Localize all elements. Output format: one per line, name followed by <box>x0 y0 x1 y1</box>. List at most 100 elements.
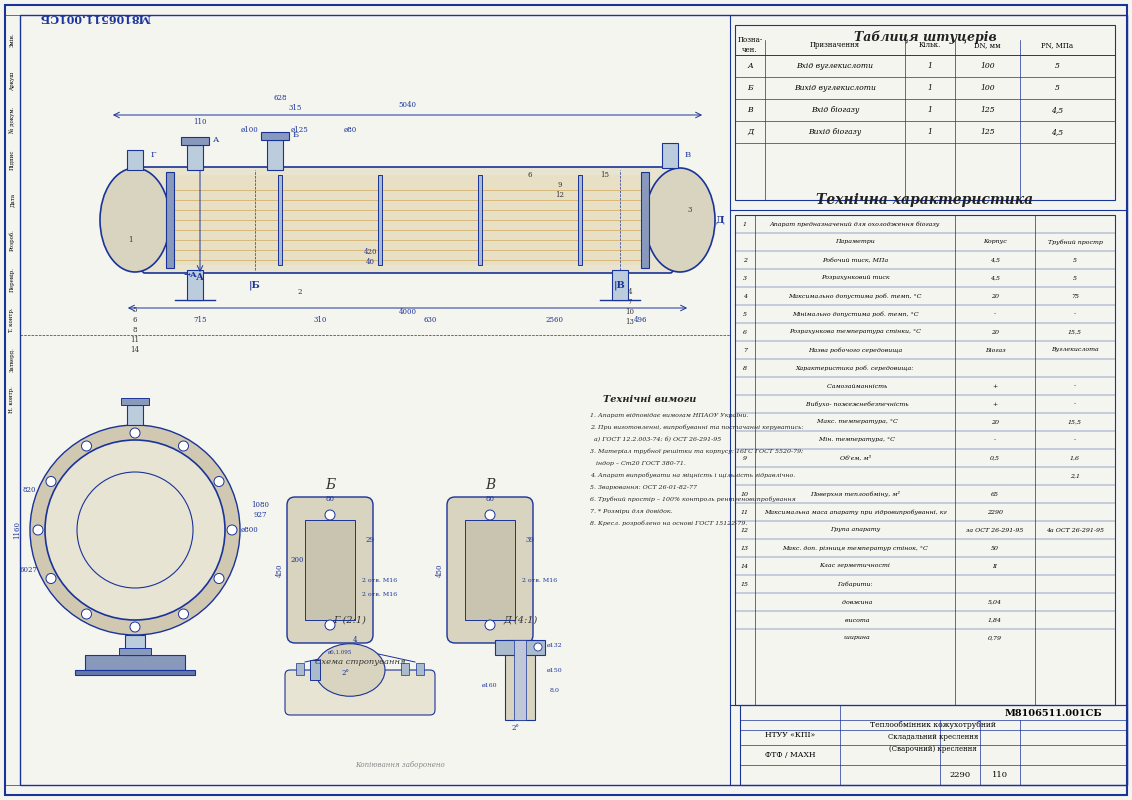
Text: 80: 80 <box>486 495 495 503</box>
Circle shape <box>534 643 542 651</box>
Text: 110: 110 <box>992 771 1007 779</box>
Text: висота: висота <box>841 618 869 622</box>
Bar <box>187 270 203 300</box>
Text: Позна-
чен.: Позна- чен. <box>737 36 763 54</box>
Text: Таблиця штуцерів: Таблиця штуцерів <box>854 30 996 44</box>
Text: 628: 628 <box>273 94 286 102</box>
Circle shape <box>214 574 224 583</box>
Text: ø132: ø132 <box>547 642 563 647</box>
Text: 50: 50 <box>990 546 1000 550</box>
Text: 3: 3 <box>688 206 692 214</box>
Text: 5: 5 <box>1055 62 1060 70</box>
Text: Максимальна маса апарату при гідровипробуванні, кг: Максимальна маса апарату при гідровипроб… <box>764 510 946 514</box>
Text: 80: 80 <box>326 495 334 503</box>
Text: Робочий тиск, МПа: Робочий тиск, МПа <box>822 258 889 262</box>
Bar <box>166 172 174 268</box>
Circle shape <box>33 525 43 535</box>
Text: 4. Апарат випробувати на міцність і щільність гідравлічно.: 4. Апарат випробувати на міцність і щіль… <box>590 472 796 478</box>
Text: 125: 125 <box>980 128 995 136</box>
Text: 1: 1 <box>128 236 132 244</box>
Text: 820: 820 <box>23 486 36 494</box>
Text: 15: 15 <box>741 582 749 586</box>
Text: 2: 2 <box>298 288 302 296</box>
Text: ø800: ø800 <box>241 526 259 534</box>
Text: 496: 496 <box>633 316 646 324</box>
Bar <box>465 520 515 620</box>
Text: 1080: 1080 <box>251 501 269 509</box>
Text: Д: Д <box>747 128 753 136</box>
Text: 20: 20 <box>990 419 1000 425</box>
Text: -: - <box>1074 383 1077 389</box>
Text: 7: 7 <box>743 347 747 353</box>
FancyBboxPatch shape <box>142 167 674 273</box>
Text: індор – Ст20 ГОСТ 380-71.: індор – Ст20 ГОСТ 380-71. <box>590 461 686 466</box>
Text: 14: 14 <box>130 346 139 354</box>
Text: Параметри: Параметри <box>835 239 875 245</box>
Circle shape <box>484 620 495 630</box>
Bar <box>740 705 1127 785</box>
Bar <box>735 215 1115 705</box>
Circle shape <box>31 425 240 635</box>
Text: Розрахунковий тиск: Розрахунковий тиск <box>821 275 890 281</box>
Bar <box>267 140 283 170</box>
Text: 12: 12 <box>741 527 749 533</box>
Text: 125: 125 <box>980 106 995 114</box>
Circle shape <box>46 477 55 486</box>
Text: Вихід вуглекислоти: Вихід вуглекислоти <box>794 84 876 92</box>
Text: ø0,1.095: ø0,1.095 <box>328 650 352 654</box>
Text: Технічні вимоги: Технічні вимоги <box>603 395 696 405</box>
Text: -: - <box>1074 402 1077 406</box>
Text: В: В <box>747 106 753 114</box>
Text: 1: 1 <box>927 62 933 70</box>
Text: 13: 13 <box>741 546 749 550</box>
Text: 2°: 2° <box>511 724 518 732</box>
Text: Самозайманність: Самозайманність <box>823 383 887 389</box>
Text: Б: Б <box>747 84 753 92</box>
Text: 450: 450 <box>436 563 444 577</box>
Circle shape <box>179 609 189 619</box>
Text: 200: 200 <box>290 556 303 564</box>
Text: Затверд.: Затверд. <box>9 347 15 373</box>
Text: +: + <box>993 383 997 389</box>
Text: 4,5: 4,5 <box>990 258 1000 262</box>
Text: 13: 13 <box>626 318 634 326</box>
Circle shape <box>130 622 140 632</box>
Text: 0,5: 0,5 <box>990 455 1000 461</box>
Text: 100: 100 <box>980 84 995 92</box>
Bar <box>612 270 628 300</box>
Text: 5: 5 <box>743 311 747 317</box>
Text: Трубний простр: Трубний простр <box>1047 239 1103 245</box>
Text: Підпис: Підпис <box>9 150 15 170</box>
Text: 310: 310 <box>314 316 327 324</box>
Bar <box>127 150 143 170</box>
Text: Схема стропування: Схема стропування <box>315 658 405 666</box>
Text: Корпус: Корпус <box>983 239 1006 245</box>
Text: 4,5: 4,5 <box>1052 106 1064 114</box>
Bar <box>127 405 143 425</box>
Bar <box>5 15 20 785</box>
FancyBboxPatch shape <box>285 670 435 715</box>
Text: Н. контр.: Н. контр. <box>9 386 15 414</box>
Bar <box>478 175 482 265</box>
Bar <box>278 175 282 265</box>
Text: 75: 75 <box>1071 294 1079 298</box>
Text: Б: Б <box>325 478 335 492</box>
Text: 7. * Розміри для довідок.: 7. * Розміри для довідок. <box>590 509 672 514</box>
Text: 2: 2 <box>743 258 747 262</box>
Text: Б: Б <box>293 131 299 139</box>
Text: Г (2:1): Г (2:1) <box>334 615 367 625</box>
Text: 3. Матеріал трубної решітки та корпусу: 16ГС ГОСТ 5520-79;: 3. Матеріал трубної решітки та корпусу: … <box>590 448 804 454</box>
Text: 2°: 2° <box>341 669 349 677</box>
Text: 5,04: 5,04 <box>988 599 1002 605</box>
Text: -: - <box>1074 311 1077 317</box>
Text: 8. Кресл. розроблено на основі ГОСТ 15122-79.: 8. Кресл. розроблено на основі ГОСТ 1512… <box>590 520 747 526</box>
Text: 1. Апарат відповідає вимогам НПАОУ України.: 1. Апарат відповідає вимогам НПАОУ Украї… <box>590 413 748 418</box>
Text: 12: 12 <box>556 191 565 199</box>
Ellipse shape <box>645 168 715 272</box>
Text: 1,6: 1,6 <box>1070 455 1080 461</box>
Text: 11: 11 <box>130 336 139 344</box>
Text: ø150: ø150 <box>547 667 563 673</box>
Text: 6: 6 <box>743 330 747 334</box>
Text: 9: 9 <box>743 455 747 461</box>
Text: ø100: ø100 <box>241 126 259 134</box>
